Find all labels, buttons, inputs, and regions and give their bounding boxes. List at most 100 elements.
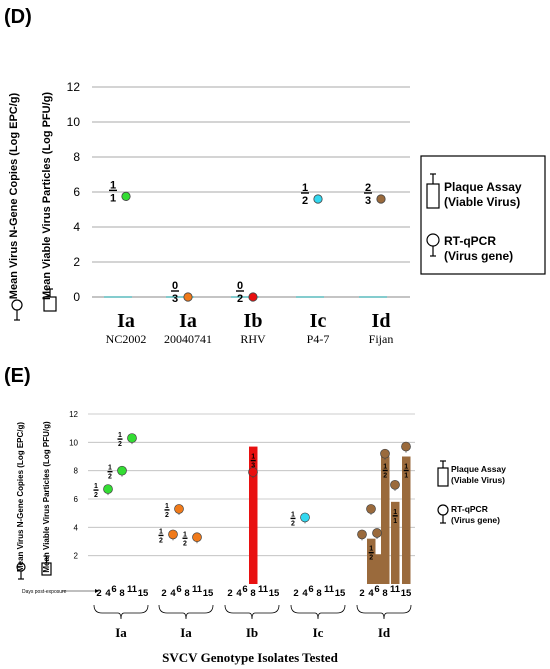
panel-d-legend-box (420, 155, 546, 275)
panel-d-fraction-num: 0 (172, 280, 178, 292)
panel-e-day-tick: 11 (324, 584, 335, 595)
panel-e-point (372, 528, 382, 538)
panel-e-legend-label-4: (Virus gene) (451, 515, 500, 525)
panel-d-point (183, 292, 193, 302)
panel-e-bar-fraction-num: 1 (251, 454, 255, 461)
panel-e-point (103, 484, 113, 494)
panel-e-point-fraction-den: 2 (159, 537, 163, 544)
panel-e-day-tick: 2 (359, 588, 364, 599)
panel-d-legend-label-2: (Viable Virus) (444, 195, 520, 209)
panel-e-point-fraction-num: 1 (94, 483, 98, 490)
panel-e-days-arrowhead (95, 589, 99, 593)
panel-d-category-label: Ic (310, 310, 327, 332)
panel-e-day-tick: 2 (96, 588, 101, 599)
panel-e-point (380, 448, 390, 459)
panel-d-ylabel-epc: Mean Virus N-Gene Copies (Log EPC/g) (8, 92, 20, 299)
panel-e-point (300, 512, 310, 523)
panel-d-category-sublabel: 20040741 (164, 332, 212, 346)
panel-d-legend-bar-icon-rect (426, 183, 440, 209)
panel-e-ytick: 12 (69, 410, 78, 419)
panel-e-bar-fraction-num: 1 (369, 546, 373, 553)
panel-d-ylabel-circle-icon-circle (11, 299, 23, 311)
panel-e-group-label: Ia (180, 625, 192, 640)
panel-e-group-bracket (158, 604, 214, 620)
panel-e-bar-fraction-num: 1 (404, 464, 408, 471)
panel-e-bar (373, 554, 382, 584)
panel-d-category-label: Ia (117, 310, 135, 332)
panel-e-group-label: Id (378, 625, 391, 640)
panel-e-day-tick: 6 (308, 584, 313, 595)
panel-d-legend-label-1: Plaque Assay (444, 180, 522, 194)
panel-e-bar-fraction-den: 2 (369, 555, 373, 562)
panel-e-bar-fraction-num: 1 (393, 509, 397, 516)
panel-e-point-fraction-den: 2 (94, 492, 98, 499)
panel-d-ytick: 8 (73, 150, 80, 164)
panel-e-point-fraction-den: 2 (108, 474, 112, 481)
panel-e-point-fraction-den: 2 (118, 441, 122, 448)
panel-d-point (313, 194, 323, 204)
panel-d-category-sublabel: RHV (240, 332, 266, 346)
panel-e-point-fraction-num: 1 (183, 531, 187, 538)
panel-e-day-tick: 8 (119, 588, 124, 599)
panel-e-legend-label-3: RT-qPCR (451, 504, 488, 514)
panel-e-day-tick: 11 (258, 584, 269, 595)
panel-e-point (390, 479, 400, 490)
panel-e-day-tick: 2 (227, 588, 232, 599)
panel-e-bar-fraction-den: 1 (404, 473, 408, 480)
panel-e-point-fraction-num: 1 (159, 528, 163, 535)
panel-e-point-fraction-num: 1 (108, 465, 112, 472)
panel-e-point (248, 467, 258, 477)
panel-e-day-tick: 2 (161, 588, 166, 599)
panel-e-group-bracket (290, 604, 346, 620)
panel-e-day-tick: 15 (401, 588, 412, 599)
panel-d-point (376, 194, 386, 204)
panel-e-point-fraction-num: 1 (118, 432, 122, 439)
panel-e-day-tick: 15 (203, 588, 214, 599)
panel-d-fraction-num: 1 (110, 179, 116, 191)
panel-d-legend-label-3: RT-qPCR (444, 234, 496, 248)
panel-e-x-title: SVCV Genotype Isolates Tested (162, 650, 338, 665)
panel-e-bar (402, 456, 411, 584)
panel-e-legend-label-1: Plaque Assay (451, 464, 506, 474)
panel-d-fraction-den: 2 (237, 293, 243, 305)
panel-d-fraction-num: 0 (237, 280, 243, 292)
panel-e-ylabel-epc: Mean Virus N-Gene Copies (Log EPC/g) (16, 422, 25, 572)
panel-e-point (127, 433, 137, 443)
panel-e-day-tick: 11 (127, 584, 138, 595)
panel-e-days-caption: Days post-exposure (22, 589, 67, 595)
panel-d-ytick: 4 (73, 220, 80, 234)
panel-e-day-tick: 11 (390, 584, 401, 595)
panel-e-day-tick: 6 (111, 584, 116, 595)
panel-e-day-tick: 4 (302, 588, 308, 599)
panel-d-fraction-den: 2 (302, 195, 308, 207)
panel-e-point-fraction-num: 1 (165, 503, 169, 510)
panel-e-point-fraction-num: 1 (291, 511, 295, 518)
panel-d-fraction-den: 3 (365, 195, 371, 207)
panel-e-label: (E) (4, 365, 31, 387)
panel-e-point (366, 504, 376, 514)
panel-e-ytick: 6 (74, 495, 79, 504)
panel-e-ytick: 8 (74, 467, 79, 476)
panel-d-fraction-den: 1 (110, 192, 116, 204)
panel-e-day-tick: 11 (192, 584, 203, 595)
panel-e-point (117, 465, 127, 476)
panel-e-day-tick: 4 (368, 588, 374, 599)
panel-e-bar-fraction-den: 2 (383, 473, 387, 480)
panel-e-group-bracket (356, 604, 412, 620)
panel-e-point (168, 529, 178, 540)
panel-e-day-tick: 2 (293, 588, 298, 599)
panel-d-label: (D) (4, 6, 32, 28)
panel-d-ytick: 6 (73, 185, 80, 199)
panel-e-day-tick: 8 (382, 588, 387, 599)
panel-e-day-tick: 4 (236, 588, 242, 599)
panel-e-point (401, 441, 411, 452)
panel-e-day-tick: 4 (170, 588, 176, 599)
panel-e-bar (249, 446, 258, 584)
panel-d-ylabel-bar-icon-rect (43, 296, 57, 312)
panel-e-point-fraction-den: 2 (291, 520, 295, 527)
panel-e-legend-box (435, 451, 547, 553)
panel-e-group-label: Ia (115, 625, 127, 640)
panel-e-ytick: 4 (74, 523, 79, 532)
panel-e-point-fraction-den: 2 (165, 512, 169, 519)
